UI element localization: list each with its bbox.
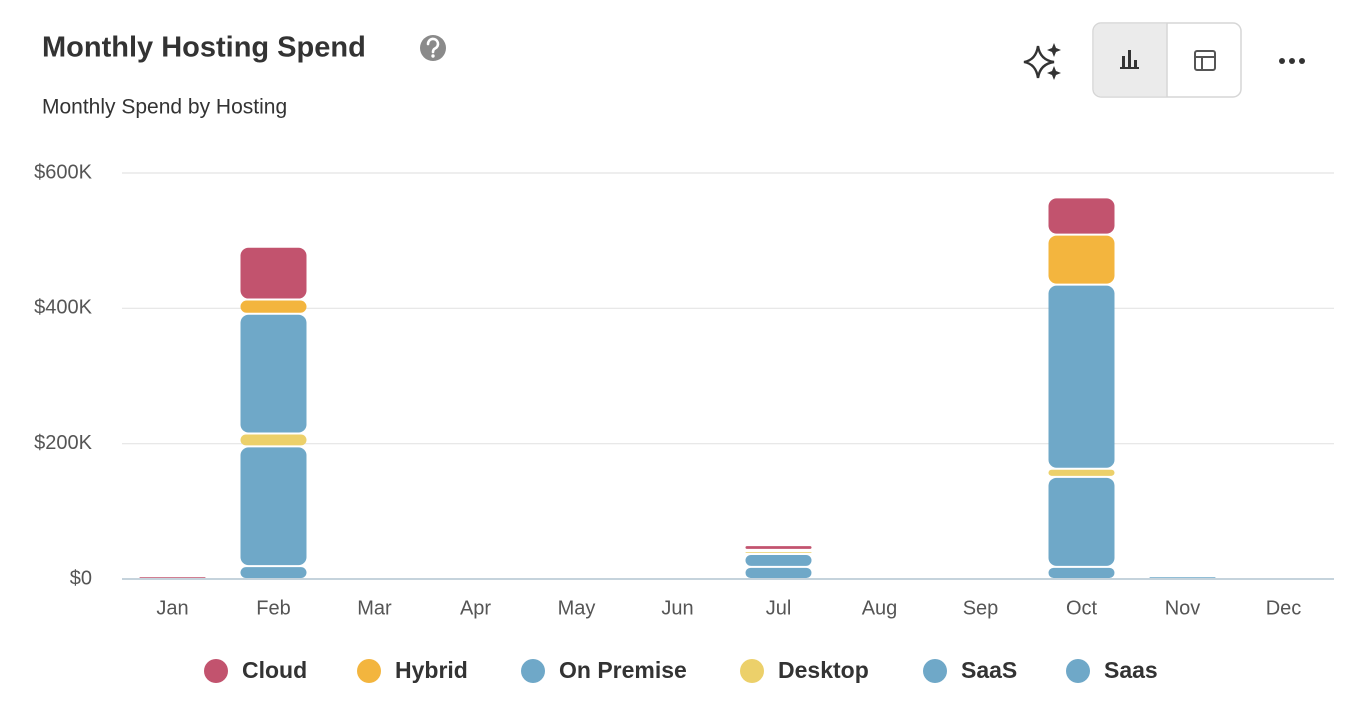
x-tick-label: May	[558, 597, 596, 619]
bar-segment	[1048, 477, 1115, 566]
bar-segment	[240, 567, 307, 578]
x-tick-label: Nov	[1165, 597, 1201, 619]
bar-segment	[745, 546, 812, 549]
bar-segment	[1048, 285, 1115, 468]
chart-subtitle: Monthly Spend by Hosting	[42, 96, 287, 119]
bar-segment	[1048, 469, 1115, 476]
legend-label: SaaS	[961, 657, 1017, 683]
legend-label: Hybrid	[395, 657, 468, 683]
bar-segment	[139, 577, 206, 578]
x-tick-label: Aug	[862, 597, 898, 619]
ai-button[interactable]	[1023, 43, 1061, 80]
legend-label: On Premise	[559, 657, 687, 683]
legend-swatch	[357, 659, 381, 683]
bar-segment	[240, 300, 307, 313]
bar-segment	[1048, 198, 1115, 234]
y-tick-label: $400K	[34, 297, 92, 319]
bar-segment	[240, 447, 307, 566]
x-tick-label: Jul	[766, 597, 792, 619]
y-tick-label: $200K	[34, 432, 92, 454]
bar-segment	[1149, 577, 1216, 578]
view-toggle	[1092, 22, 1242, 98]
table-view-button[interactable]	[1194, 50, 1216, 71]
bar-segment	[240, 247, 307, 299]
legend-swatch	[1066, 659, 1090, 683]
legend-label: Saas	[1104, 657, 1158, 683]
bar-segment	[745, 554, 812, 566]
more-menu[interactable]	[1279, 58, 1305, 64]
x-tick-label: Mar	[357, 597, 392, 619]
y-tick-label: $600K	[34, 161, 92, 183]
bar-segment	[1048, 235, 1115, 284]
bar-segment	[240, 314, 307, 433]
x-tick-label: Apr	[460, 597, 491, 619]
legend-swatch	[521, 659, 545, 683]
chart-title: Monthly Hosting Spend	[42, 32, 366, 64]
legend-swatch	[740, 659, 764, 683]
x-tick-label: Jun	[661, 597, 693, 619]
bar-segment	[745, 552, 812, 553]
bar-segment	[240, 434, 307, 446]
bar-segment	[745, 567, 812, 578]
legend-swatch	[923, 659, 947, 683]
x-tick-label: Oct	[1066, 597, 1098, 619]
help-icon[interactable]	[420, 35, 446, 61]
legend-swatch	[204, 659, 228, 683]
x-tick-label: Sep	[963, 597, 999, 619]
x-tick-label: Dec	[1266, 597, 1302, 619]
legend-label: Cloud	[242, 657, 307, 683]
bar-segment	[1048, 567, 1115, 578]
y-tick-label: $0	[70, 567, 92, 589]
x-tick-label: Feb	[256, 597, 290, 619]
legend-label: Desktop	[778, 657, 869, 683]
x-tick-label: Jan	[156, 597, 188, 619]
